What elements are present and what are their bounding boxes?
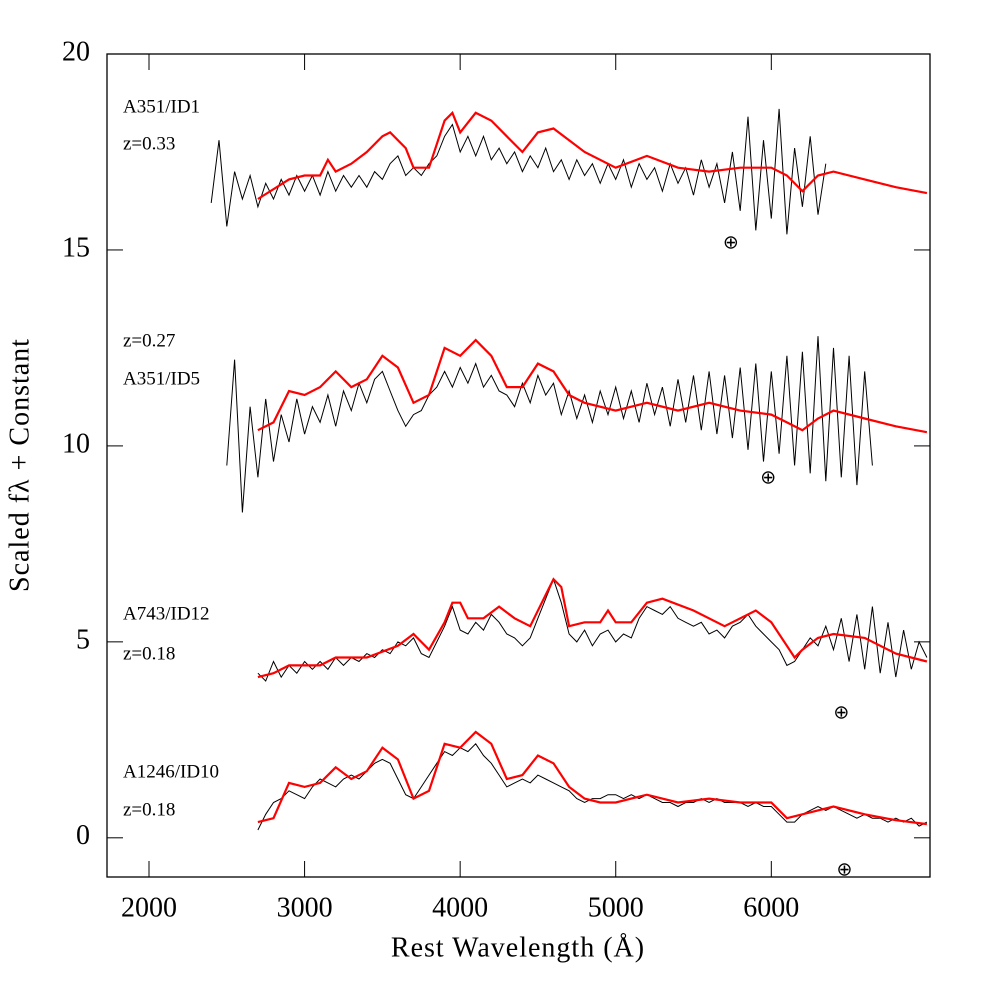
y-axis-label: Scaled fλ + Constant (4, 338, 35, 592)
x-tick-label: 5000 (588, 892, 644, 923)
y-tick-label: 5 (76, 624, 90, 655)
x-tick-label: 3000 (277, 892, 333, 923)
spectrum-line (257, 730, 928, 826)
x-tick-label: 2000 (121, 892, 177, 923)
spectrum-line (226, 336, 873, 513)
spectrum-label: A1246/ID10 (123, 761, 219, 782)
x-tick-label: 6000 (743, 892, 799, 923)
spectrum-line (257, 577, 928, 679)
spectrum-label: z=0.33 (123, 133, 175, 154)
spectrum-line (257, 743, 928, 831)
spectrum-label: z=0.27 (123, 330, 175, 351)
spectrum-line (257, 110, 928, 200)
spectrum-line (210, 108, 827, 235)
x-tick-label: 4000 (432, 892, 488, 923)
telluric-marker: ⊕ (836, 859, 852, 880)
spectrum-line (257, 577, 928, 682)
plot-frame (106, 53, 931, 878)
spectrum-label: z=0.18 (123, 799, 175, 820)
telluric-marker: ⊕ (723, 232, 739, 253)
y-tick-label: 0 (76, 820, 90, 851)
spectrum-label: A351/ID5 (123, 368, 200, 389)
y-tick-label: 15 (62, 232, 90, 263)
y-tick-label: 10 (62, 428, 90, 459)
spectrum-line (257, 338, 928, 434)
spectrum-label: z=0.18 (123, 643, 175, 664)
y-tick-label: 20 (62, 36, 90, 67)
x-axis-label: Rest Wavelength (Å) (391, 932, 645, 963)
spectrum-label: A351/ID1 (123, 96, 200, 117)
telluric-marker: ⊕ (833, 703, 849, 724)
telluric-marker: ⊕ (760, 468, 776, 489)
spectrum-label: A743/ID12 (123, 603, 210, 624)
